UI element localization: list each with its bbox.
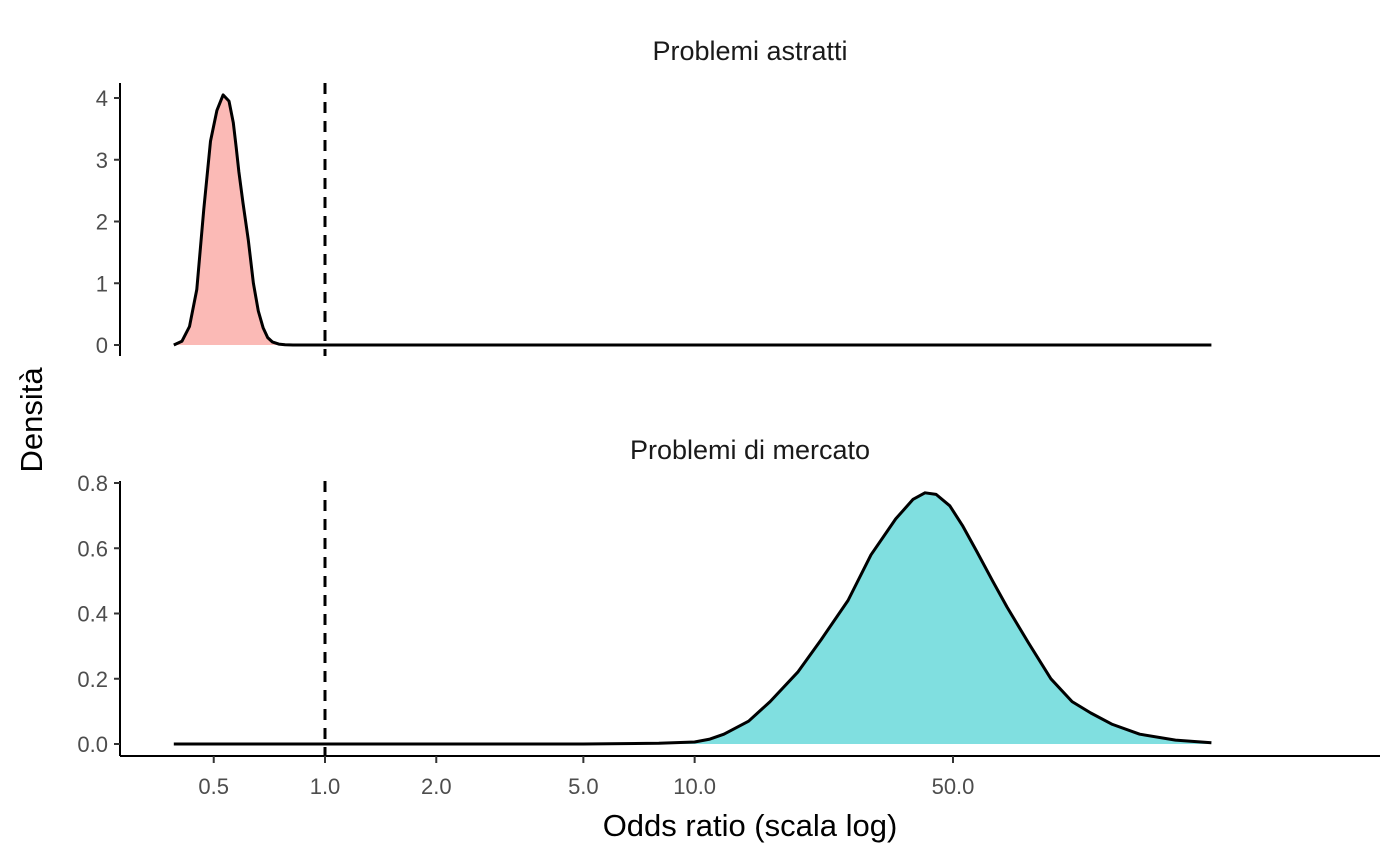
y-axis-title: Densità: [14, 367, 49, 473]
x-tick-label-1: 1.0: [310, 774, 341, 799]
y-tick-label-0-4: 4: [96, 86, 108, 111]
density-line-0: [173, 93, 1212, 347]
x-tick-label-4: 10.0: [673, 774, 716, 799]
y-tick-label-0-0: 0: [96, 333, 108, 358]
density-area-1: [173, 492, 1212, 744]
panel-problemi-di-mercato: Problemi di mercato 0.0 0.2 0.4 0.6 0.8: [77, 435, 1212, 757]
density-area-0: [173, 94, 1212, 346]
y-tick-label-1-3: 0.6: [77, 536, 108, 561]
panel-title-problemi-di-mercato: Problemi di mercato: [630, 435, 870, 465]
x-axis: 0.5 1.0 2.0 5.0 10.0 50.0: [120, 755, 1380, 799]
x-tick-label-2: 2.0: [421, 774, 452, 799]
y-tick-label-1-0: 0.0: [77, 732, 108, 757]
density-line-1: [173, 491, 1212, 746]
y-tick-label-1-1: 0.2: [77, 667, 108, 692]
x-tick-label-5: 50.0: [932, 774, 975, 799]
x-tick-label-3: 5.0: [568, 774, 599, 799]
y-tick-label-1-4: 0.8: [77, 471, 108, 496]
x-tick-label-0: 0.5: [198, 774, 229, 799]
y-tick-label-0-1: 1: [96, 271, 108, 296]
y-tick-label-0-3: 3: [96, 148, 108, 173]
panel-problemi-astratti: Problemi astratti 0 1 2 3 4: [96, 36, 1212, 358]
x-axis-title: Odds ratio (scala log): [603, 808, 898, 843]
y-tick-label-0-2: 2: [96, 210, 108, 235]
y-tick-label-1-2: 0.4: [77, 602, 108, 627]
panel-title-problemi-astratti: Problemi astratti: [652, 36, 847, 66]
